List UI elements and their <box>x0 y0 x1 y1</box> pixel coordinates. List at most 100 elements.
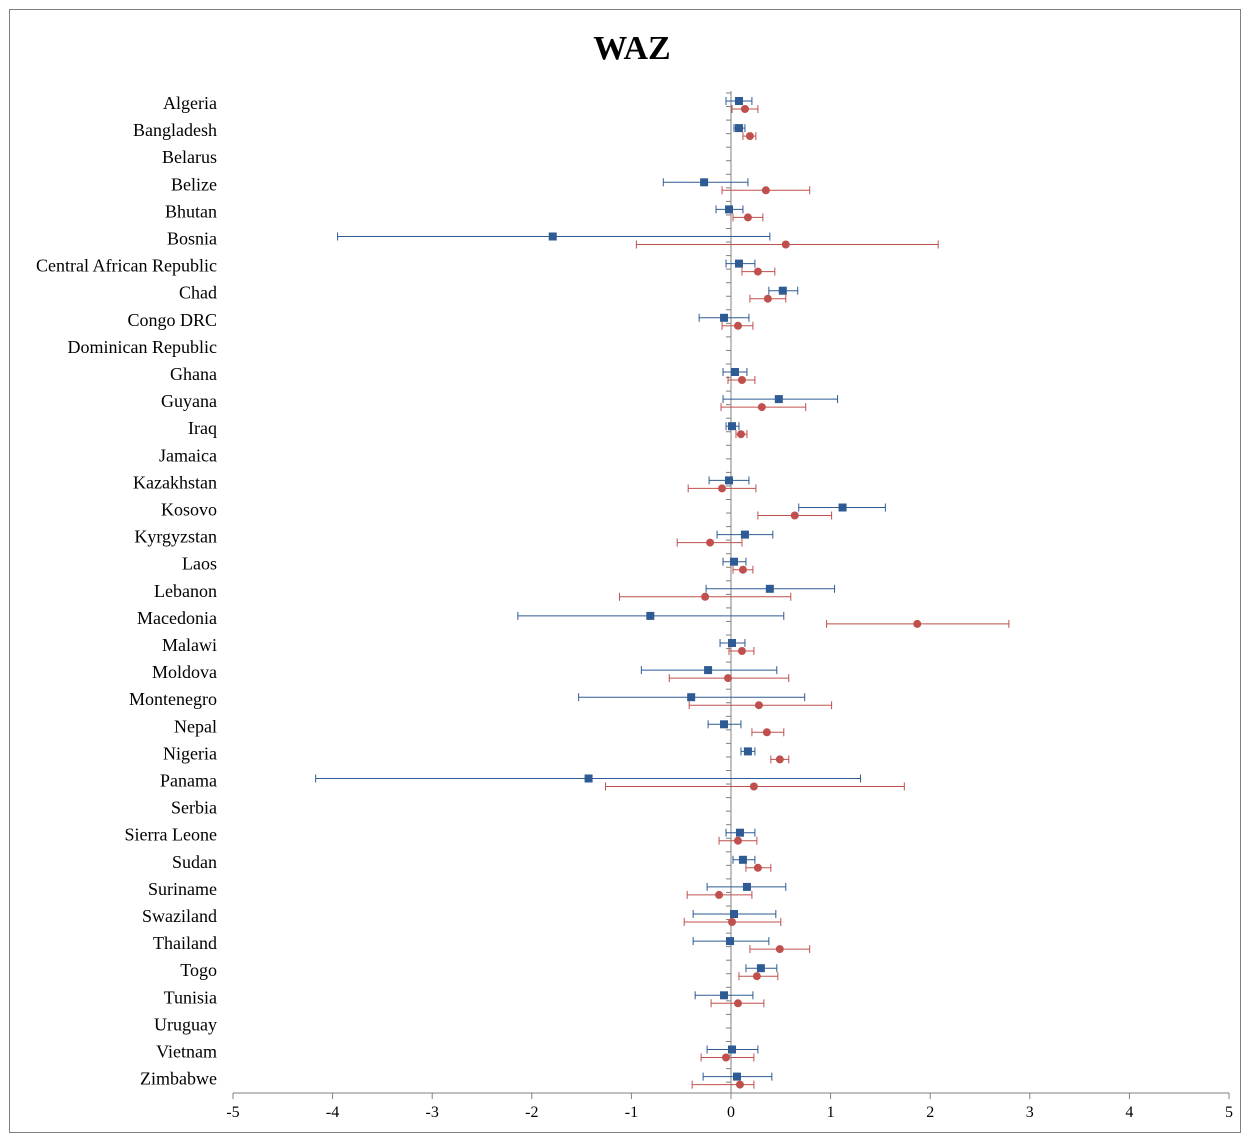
data-point-square <box>720 991 729 1000</box>
data-point-square <box>756 964 765 973</box>
data-point-square <box>548 232 557 241</box>
category-label: Macedonia <box>137 608 217 628</box>
data-point-circle <box>733 999 742 1008</box>
category-label: Belize <box>171 174 217 194</box>
data-point-square <box>740 530 749 539</box>
data-point-square <box>720 313 729 322</box>
data-point-circle <box>706 538 715 547</box>
data-point-square <box>687 693 696 702</box>
x-tick-label: -5 <box>226 1104 239 1121</box>
category-label: Uruguay <box>154 1014 217 1034</box>
category-label: Vietnam <box>156 1042 217 1062</box>
category-label: Serbia <box>171 798 217 818</box>
data-point-circle <box>718 484 727 493</box>
data-point-circle <box>724 674 733 683</box>
x-tick-label: -1 <box>625 1104 638 1121</box>
category-label: Kyrgyzstan <box>134 527 217 547</box>
category-label: Thailand <box>153 933 217 953</box>
x-tick-label: 3 <box>1026 1104 1034 1121</box>
data-point-circle <box>775 945 784 954</box>
data-point-square <box>838 503 847 512</box>
x-tick-label: -2 <box>525 1104 538 1121</box>
data-point-square <box>646 611 655 620</box>
category-label: Central African Republic <box>36 256 217 276</box>
x-tick-label: 5 <box>1225 1104 1233 1121</box>
data-point-square <box>732 1072 741 1081</box>
data-point-square <box>725 476 734 485</box>
category-label: Moldova <box>152 662 217 682</box>
data-point-circle <box>753 267 762 276</box>
data-point-circle <box>737 376 746 384</box>
data-point-square <box>735 828 744 837</box>
data-point-circle <box>701 592 710 601</box>
category-label: Sierra Leone <box>125 825 217 845</box>
data-point-circle <box>735 1080 744 1089</box>
data-point-square <box>734 259 743 268</box>
category-label: Laos <box>182 554 217 574</box>
x-tick-label: 0 <box>727 1104 735 1121</box>
data-point-circle <box>754 701 763 710</box>
category-label: Zimbabwe <box>140 1069 217 1089</box>
data-point-circle <box>740 105 749 113</box>
data-point-circle <box>715 890 724 899</box>
data-point-square <box>700 178 709 187</box>
data-point-circle <box>913 619 922 628</box>
category-label: Sudan <box>172 852 217 872</box>
x-tick-label: 2 <box>926 1104 934 1121</box>
data-point-circle <box>733 321 742 330</box>
data-point-square <box>727 422 736 431</box>
data-point-square <box>765 584 774 593</box>
data-point-square <box>727 1045 736 1054</box>
data-point-square <box>730 368 739 376</box>
data-point-circle <box>761 186 770 195</box>
data-point-circle <box>727 918 736 926</box>
category-label: Tunisia <box>164 987 217 1007</box>
data-point-circle <box>775 755 784 764</box>
chart-title: WAZ <box>593 30 670 67</box>
data-point-circle <box>790 511 799 520</box>
data-point-square <box>729 910 738 918</box>
data-point-square <box>729 557 738 566</box>
category-label: Nepal <box>174 716 217 736</box>
plot-area: -5 -4 -3 -2 -1 0 1 2 3 4 5 Algeria Bangladesh Belarus… <box>36 91 1233 1121</box>
category-label: Panama <box>160 771 217 791</box>
category-label: Suriname <box>148 879 217 899</box>
data-point-square <box>734 124 743 133</box>
data-point-circle <box>762 728 771 737</box>
category-label: Guyana <box>161 391 217 411</box>
category-label: Bangladesh <box>133 120 217 140</box>
data-point-square <box>725 205 734 214</box>
data-point-square <box>774 395 783 404</box>
category-label: Belarus <box>162 147 217 167</box>
data-point-circle <box>743 213 752 222</box>
data-point-square <box>734 97 743 105</box>
data-point-square <box>726 937 735 946</box>
data-point-circle <box>763 294 772 303</box>
category-label: Algeria <box>163 93 217 113</box>
category-label: Nigeria <box>163 743 217 763</box>
data-point-circle <box>736 430 745 439</box>
category-label: Dominican Republic <box>68 337 217 357</box>
data-point-circle <box>753 863 762 872</box>
data-point-circle <box>757 403 766 412</box>
category-label: Togo <box>180 960 217 980</box>
data-point-circle <box>752 972 761 981</box>
chart-svg: WAZ -5 -4 -3 -2 -1 0 1 2 3 4 5 Algeria Bangladesh Bel… <box>36 30 1233 1121</box>
data-point-square <box>584 774 593 783</box>
category-label: Kosovo <box>161 500 217 520</box>
data-point-circle <box>745 132 754 141</box>
data-point-circle <box>749 782 758 791</box>
category-label: Ghana <box>170 364 217 384</box>
data-point-circle <box>738 565 747 574</box>
category-label: Montenegro <box>129 689 217 709</box>
data-point-circle <box>737 647 746 655</box>
x-tick-label: -3 <box>426 1104 439 1121</box>
category-label: Chad <box>179 283 217 303</box>
category-label: Jamaica <box>159 445 217 465</box>
data-point-circle <box>722 1053 731 1062</box>
chart-frame: WAZ -5 -4 -3 -2 -1 0 1 2 3 4 5 Algeria Bangladesh Bel… <box>9 9 1241 1133</box>
data-point-square <box>743 747 752 756</box>
category-label: Swaziland <box>142 906 217 926</box>
data-point-square <box>742 882 751 891</box>
category-label: Iraq <box>188 418 217 438</box>
